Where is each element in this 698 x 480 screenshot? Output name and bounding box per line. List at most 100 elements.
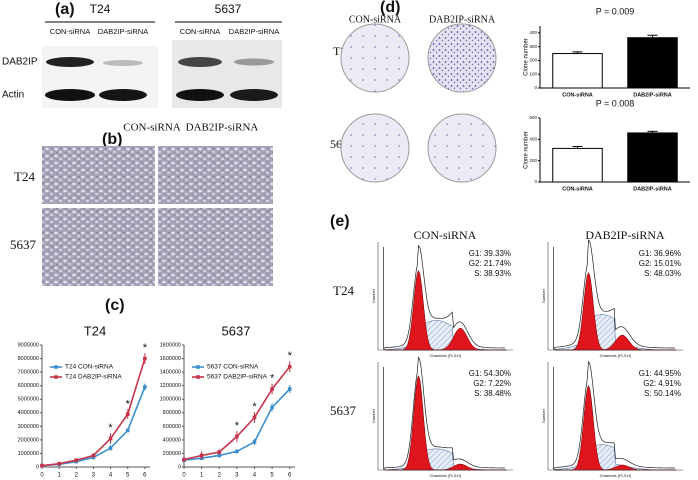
row-label: Actin (2, 90, 24, 101)
marker (287, 387, 292, 391)
x-tick-label: 1 (200, 473, 204, 479)
cell-line: 5637 (215, 2, 242, 16)
lane-label: CON-siRNA (50, 27, 90, 36)
column-label: CON-siRNA (414, 228, 477, 242)
p-value: P = 0.008 (596, 98, 635, 108)
y-tick-label: 7000000 (18, 370, 39, 376)
y-tick-label: 400000 (163, 437, 181, 443)
marker (270, 405, 274, 410)
y-tick-label: 4000000 (18, 410, 39, 416)
marker (57, 461, 61, 466)
marker (287, 364, 292, 369)
significance: * (288, 350, 293, 362)
bar (627, 132, 678, 183)
phase-stat: G1: 44.95% (639, 369, 681, 378)
panel-label: (c) (105, 297, 125, 314)
y-tick-label: 600000 (163, 424, 181, 430)
blot (42, 40, 282, 108)
phase-stat: S: 50.14% (644, 389, 681, 398)
y-axis-label: Number (541, 288, 546, 303)
histogram-outline (554, 360, 675, 470)
panel-label: (a) (55, 1, 75, 18)
panel-label: (b) (102, 131, 122, 148)
y-tick-label: 8000000 (18, 356, 39, 362)
column-label: DAB2IP-siRNA (585, 228, 665, 242)
chart-title: 5637 (222, 323, 251, 338)
x-tick-label: 5 (270, 473, 274, 479)
y-tick-label: 6000000 (18, 383, 39, 389)
legend-marker (54, 365, 58, 369)
phase-stat: G1: 39.33% (469, 249, 511, 258)
legend-marker (54, 375, 58, 379)
significance: * (108, 422, 113, 434)
y-tick-label: 800000 (163, 410, 181, 416)
x-tick-label: 3 (235, 473, 239, 479)
y-tick-label: 100 (529, 71, 537, 76)
panel-label: (e) (330, 213, 350, 230)
y-tick-label: 5000000 (18, 397, 39, 403)
row-label: T24 (14, 169, 35, 184)
column-label: CON-siRNA (123, 122, 181, 134)
x-tick-label: CON-siRNA (562, 92, 593, 98)
x-tick-label: 1 (57, 473, 61, 479)
marker (125, 412, 130, 416)
y-axis-label: Clone number (524, 131, 530, 169)
x-tick-label: CON-siRNA (562, 186, 593, 192)
row-label: DAB2IP (2, 57, 38, 68)
y-tick-label: 1000000 (18, 451, 39, 457)
y-tick-label: 1600000 (160, 356, 181, 362)
x-tick-label: DAB2IP-siRNA (633, 186, 672, 192)
phase-stat: S: 38.93% (474, 269, 511, 278)
y-tick-label: 400 (529, 30, 537, 35)
phase-stat: G2: 4.91% (643, 379, 681, 388)
legend-marker (196, 375, 200, 379)
bar (552, 53, 603, 89)
y-axis-label: Number (371, 408, 376, 423)
phase-stat: S: 48.03% (644, 269, 681, 278)
marker (217, 453, 222, 458)
marker (199, 453, 204, 458)
histogram-outline (384, 244, 505, 350)
x-tick-label: 2 (75, 473, 79, 479)
marker (91, 453, 96, 458)
legend-label: T24 CON-siRNA (65, 364, 114, 371)
y-tick-label: 2000000 (18, 437, 39, 443)
x-tick-label: 3 (92, 473, 96, 479)
x-tick-label: 0 (182, 473, 186, 479)
histogram-outline (554, 239, 675, 350)
bar (552, 147, 603, 183)
y-axis-label: Number (371, 288, 376, 303)
significance: * (143, 342, 148, 354)
significance: * (126, 398, 131, 410)
y-axis-label: Clone number (524, 38, 530, 76)
s-phase (384, 448, 507, 471)
y-tick-label: 400 (529, 137, 537, 142)
chart-title: T24 (84, 323, 106, 338)
y-tick-label: 1200000 (160, 383, 181, 389)
micrograph (42, 146, 273, 286)
marker (252, 440, 257, 444)
y-tick-label: 3000000 (18, 424, 39, 430)
x-tick-label: 2 (218, 473, 222, 479)
x-tick-label: 6 (288, 473, 292, 479)
x-tick-label: DAB2IP-siRNA (633, 92, 672, 98)
y-tick-label: 1000000 (160, 397, 181, 403)
phase-stat: G2: 15.01% (639, 259, 681, 268)
significance: * (270, 373, 275, 385)
phase-stat: G1: 54.30% (469, 369, 511, 378)
marker (74, 458, 79, 463)
row-label: 5637 (10, 237, 37, 252)
y-tick-label: 0 (534, 179, 537, 184)
legend-marker (196, 365, 200, 369)
marker (252, 415, 257, 420)
legend-label: 5637 DAB2IP-siRNA (207, 374, 268, 381)
marker (235, 434, 239, 439)
x-tick-label: 5 (126, 473, 130, 479)
x-axis-label: Channels (FL3-H) (600, 353, 632, 358)
x-axis-label: Channels (FL3-H) (430, 473, 462, 478)
marker (235, 449, 239, 454)
phase-stat: G2: 21.74% (469, 259, 511, 268)
y-tick-label: 9000000 (18, 342, 39, 348)
y-tick-label: 200000 (163, 451, 181, 457)
